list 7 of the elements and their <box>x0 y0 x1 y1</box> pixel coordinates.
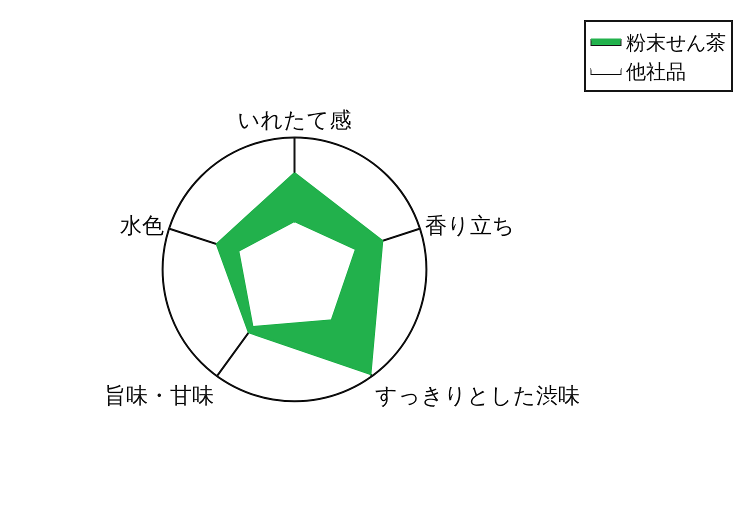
spoke-label: 旨味・甘味 <box>104 384 214 409</box>
spoke-label: いれたて感 <box>238 108 352 134</box>
spoke-label: 水色 <box>120 214 164 239</box>
spoke-label: すっきりとした渋味 <box>375 384 580 409</box>
legend-label: 粉末せん茶 <box>626 30 726 54</box>
legend-label: 他社品 <box>626 59 686 84</box>
spoke-label: 香り立ち <box>425 214 516 239</box>
